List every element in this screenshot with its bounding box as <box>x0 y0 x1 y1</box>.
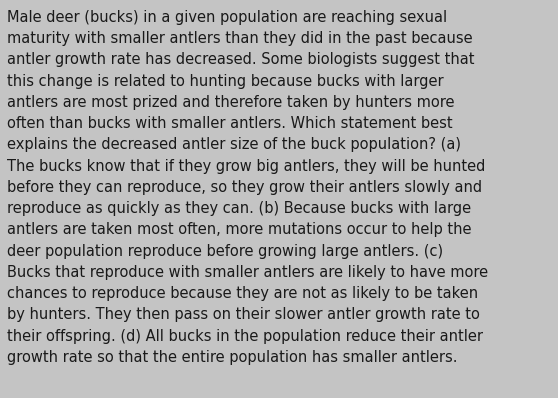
Text: Male deer (bucks) in a given population are reaching sexual
maturity with smalle: Male deer (bucks) in a given population … <box>7 10 488 365</box>
